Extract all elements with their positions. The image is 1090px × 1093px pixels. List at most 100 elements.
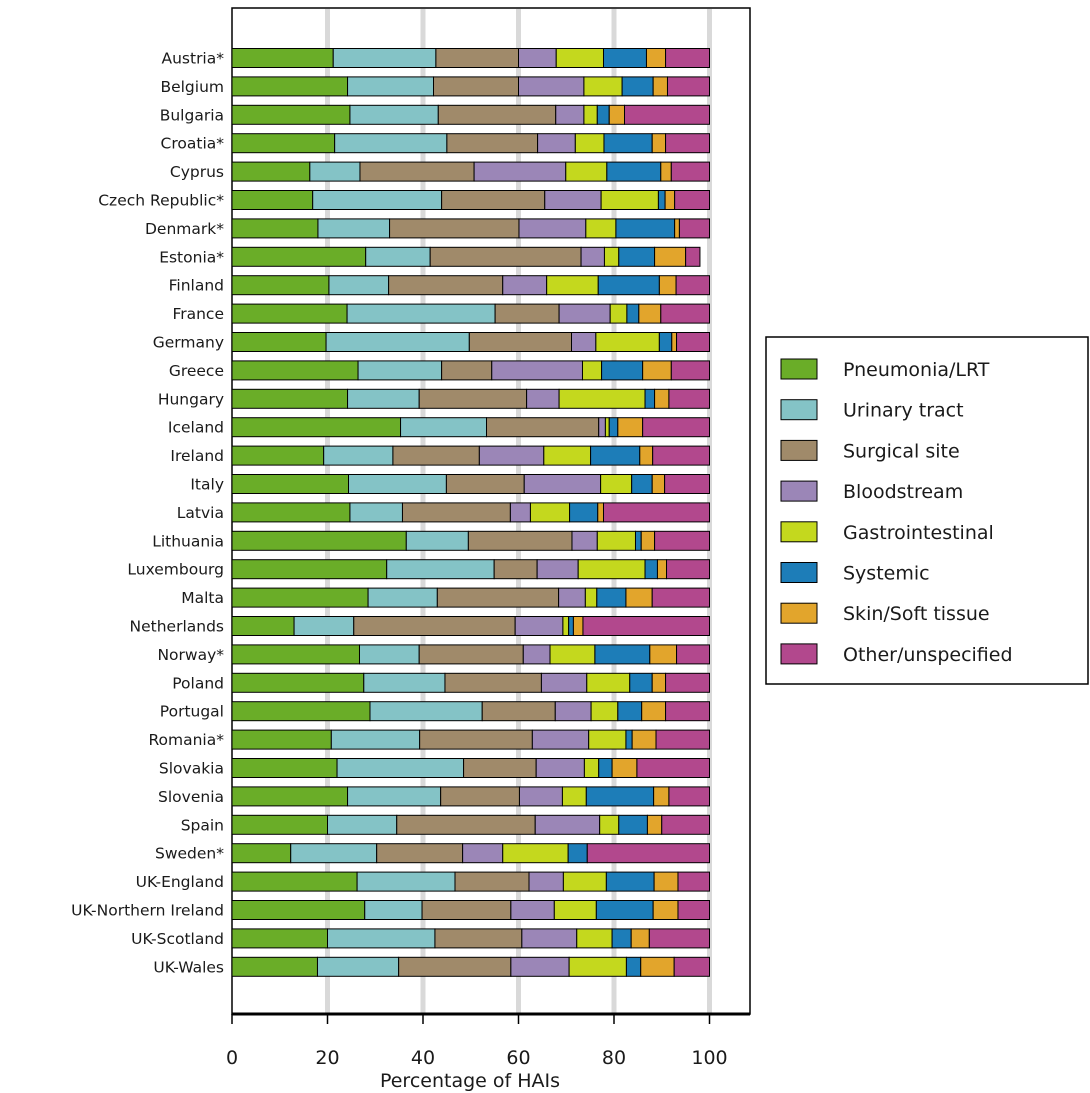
bar-segment: [365, 246, 431, 267]
bar-segment: [357, 360, 443, 381]
bar-segment: [518, 218, 587, 239]
bar-segment: [668, 388, 710, 409]
category-label: France: [172, 305, 224, 323]
bar-segment: [327, 814, 398, 835]
bar-segment: [665, 48, 711, 68]
bar-segment: [665, 701, 711, 722]
legend-label: Surgical site: [843, 440, 960, 462]
x-tick-label: 100: [691, 1047, 727, 1069]
bar-segment: [231, 104, 351, 125]
bar-segment: [585, 218, 617, 239]
bar-segment: [617, 417, 644, 438]
bar-segment: [571, 530, 598, 551]
bar-segment: [574, 133, 605, 154]
bar-segment: [529, 502, 571, 523]
bar-segment: [536, 559, 579, 580]
bar-segment: [562, 616, 570, 636]
bar-segment: [567, 843, 588, 864]
bar-segment: [347, 786, 442, 807]
category-label: Poland: [172, 674, 224, 692]
category-label: UK-England: [136, 873, 224, 891]
bar-segment: [653, 871, 679, 892]
bar-segment: [518, 76, 585, 97]
bar-segment: [630, 928, 650, 949]
bar-segment: [436, 587, 560, 608]
bar-segment: [583, 758, 600, 778]
bar-segment: [631, 474, 653, 494]
bar-segment: [595, 332, 660, 352]
bar-segment: [596, 587, 627, 608]
bar-segment: [671, 332, 678, 352]
bar-segment: [544, 190, 602, 210]
bar-segment: [644, 559, 658, 580]
category-label: Iceland: [168, 419, 224, 437]
bar-segment: [631, 729, 657, 750]
bar-segment: [521, 928, 578, 949]
bar-segment: [586, 672, 631, 693]
x-tick-label: 80: [602, 1047, 626, 1069]
bar-segment: [590, 701, 619, 722]
category-label: Hungary: [158, 390, 224, 408]
bar-segment: [558, 388, 646, 409]
bar-segment: [645, 48, 667, 68]
bar-segment: [685, 246, 701, 267]
bars: [231, 48, 711, 977]
x-tick-label: 20: [315, 1047, 339, 1069]
category-label: Sweden*: [155, 845, 224, 863]
bar-segment: [478, 445, 545, 466]
bar-segment: [652, 445, 710, 466]
bar-segment: [546, 275, 599, 296]
bar-segment: [664, 190, 676, 210]
bar-segment: [347, 76, 435, 97]
bar-segment: [231, 928, 328, 949]
bar-segment: [651, 672, 667, 693]
bar-segment: [554, 701, 592, 722]
bar-segment: [603, 133, 653, 154]
bar-segment: [441, 190, 546, 210]
bar-segment: [454, 871, 530, 892]
bar-segment: [652, 900, 679, 920]
bar-segment: [231, 900, 366, 920]
bar-segment: [555, 104, 585, 125]
bar-segment: [389, 218, 520, 239]
bar-segment: [231, 871, 358, 892]
bar-segment: [231, 388, 349, 409]
bar-segment: [419, 729, 533, 750]
legend-swatch: [780, 562, 818, 583]
bar-segment: [601, 360, 644, 381]
bar-segment: [494, 303, 560, 324]
category-label: Slovakia: [159, 760, 224, 778]
bar-segment: [651, 587, 711, 608]
legend-swatch: [780, 439, 818, 461]
legend-swatch: [780, 521, 818, 543]
bar-segment: [677, 900, 710, 920]
legend-swatch: [780, 399, 818, 421]
bar-segment: [231, 218, 319, 239]
bar-segment: [654, 246, 687, 267]
bar-segment: [367, 587, 438, 608]
bar-segment: [467, 530, 573, 551]
bar-segment: [493, 559, 538, 580]
bar-segment: [665, 672, 711, 693]
bar-segment: [670, 161, 710, 182]
bar-segment: [657, 190, 666, 210]
bar-segment: [665, 133, 711, 154]
bar-segment: [349, 104, 439, 125]
bar-segment: [583, 76, 623, 97]
bar-segment: [231, 758, 338, 778]
bar-segment: [491, 360, 583, 381]
bar-segment: [617, 701, 643, 722]
bar-segment: [502, 843, 569, 864]
bar-segment: [621, 76, 654, 97]
bar-segment: [509, 502, 531, 523]
category-label: Austria*: [161, 50, 224, 68]
bar-segment: [558, 587, 586, 608]
bar-segment: [590, 445, 641, 466]
bar-segment: [604, 417, 610, 438]
bar-segment: [641, 701, 667, 722]
bar-segment: [660, 303, 710, 324]
bar-segment: [231, 616, 295, 636]
bar-segment: [433, 76, 520, 97]
bar-segment: [571, 332, 597, 352]
category-label: Denmark*: [145, 220, 224, 238]
